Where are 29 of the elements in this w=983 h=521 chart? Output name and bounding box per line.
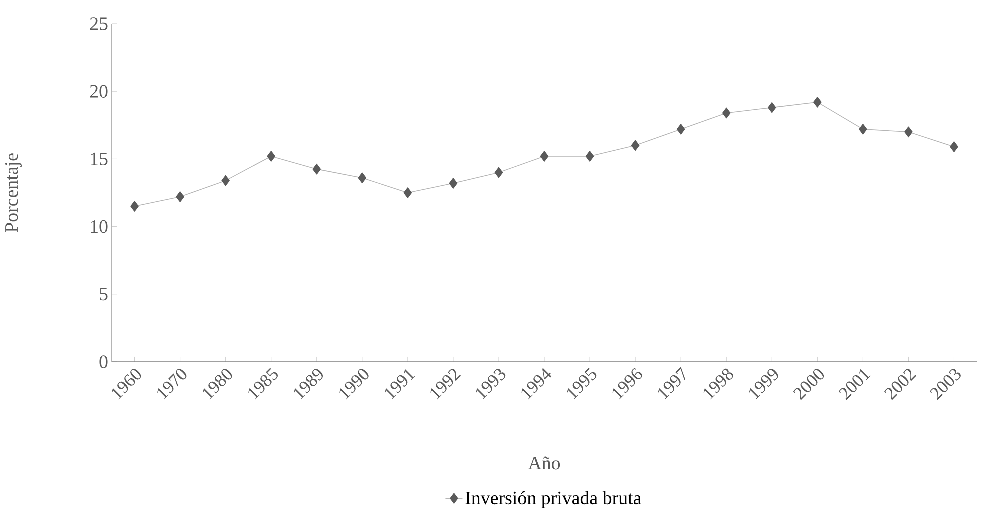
point	[222, 175, 230, 186]
legend-label: Inversión privada bruta	[466, 491, 642, 508]
y-tick-label: 25	[90, 18, 108, 30]
y-tick-label: 10	[91, 220, 108, 234]
y-tick-label: 5	[100, 288, 108, 301]
point	[540, 151, 549, 162]
point	[950, 142, 958, 152]
point	[176, 192, 184, 202]
y-axis-title: Porcentaje	[5, 154, 22, 232]
x-tick-label: 1991	[385, 369, 416, 400]
point	[267, 151, 276, 162]
point	[404, 188, 412, 198]
point	[586, 151, 594, 162]
point	[449, 178, 458, 189]
point	[358, 172, 367, 184]
point	[722, 108, 731, 119]
y-tick-label: 20	[90, 85, 108, 98]
x-axis-title: Año	[528, 456, 560, 470]
point	[904, 126, 913, 138]
point	[768, 102, 776, 114]
point	[676, 124, 686, 135]
point	[814, 97, 822, 108]
point	[631, 140, 640, 152]
point	[494, 167, 504, 178]
point	[312, 164, 322, 175]
point	[859, 124, 868, 135]
y-tick-label: 15	[91, 152, 108, 166]
point	[130, 201, 139, 212]
y-tick-label: 0	[100, 356, 108, 368]
